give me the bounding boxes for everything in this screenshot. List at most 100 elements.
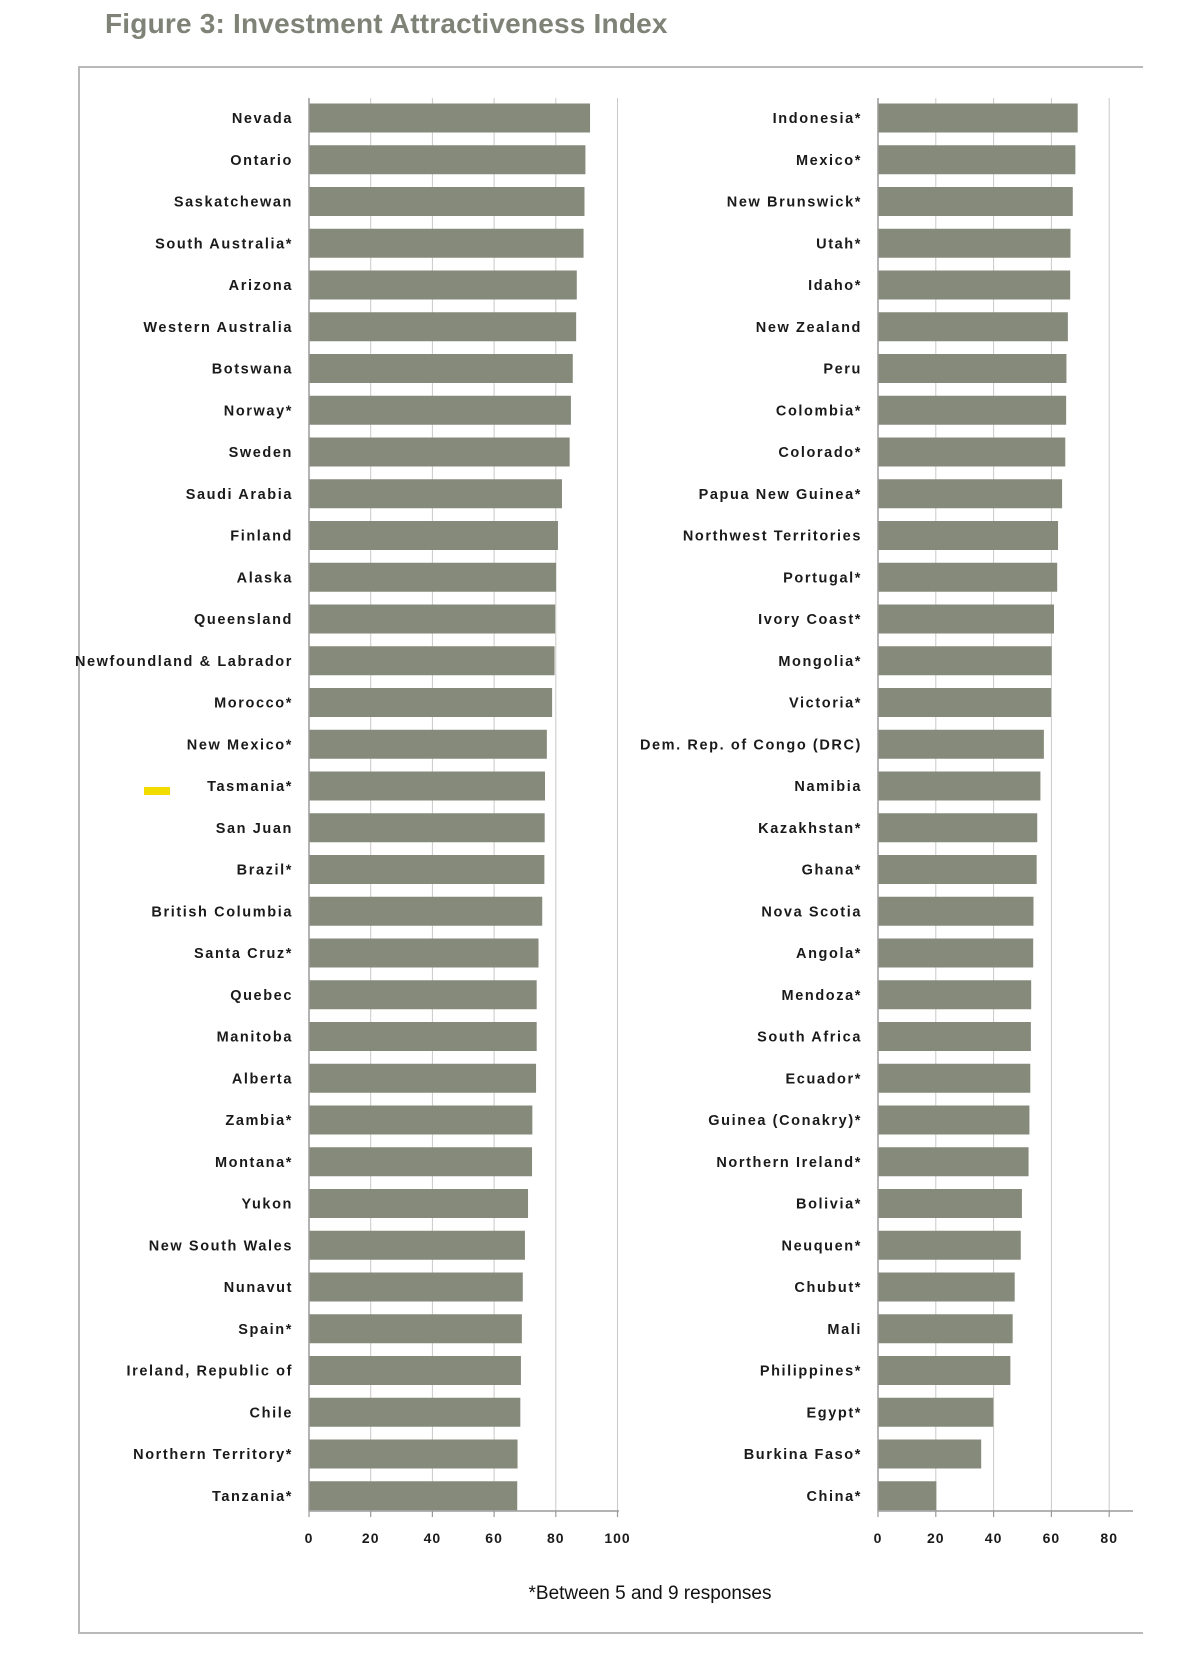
category-label: Nevada (232, 111, 293, 127)
bar (878, 1022, 1031, 1051)
category-label: San Juan (216, 821, 293, 837)
category-label: Colorado* (778, 445, 862, 461)
category-label: Mongolia* (778, 654, 862, 670)
bar (309, 1356, 521, 1385)
x-tick-label: 0 (874, 1530, 883, 1546)
category-label: Papua New Guinea* (699, 487, 862, 503)
figure-title: Figure 3: Investment Attractiveness Inde… (105, 8, 668, 39)
category-label: Burkina Faso* (744, 1447, 862, 1463)
bar (878, 270, 1071, 300)
x-tick-label: 20 (362, 1530, 380, 1546)
category-label: Finland (230, 529, 293, 545)
category-label: Neuquen* (782, 1238, 862, 1254)
category-label: Namibia (794, 779, 862, 795)
category-label: Northern Territory* (133, 1447, 293, 1463)
category-label: Nunavut (224, 1280, 293, 1296)
bar (878, 855, 1037, 884)
category-label: Quebec (230, 988, 293, 1004)
category-label: Northwest Territories (683, 529, 862, 545)
category-label: Ireland, Republic of (126, 1364, 293, 1380)
category-label: Ecuador* (786, 1071, 862, 1087)
bar (878, 1063, 1031, 1093)
category-label: Utah* (816, 236, 862, 252)
category-label: South Australia* (155, 236, 293, 252)
bar (309, 1230, 525, 1260)
category-label: Chubut* (794, 1280, 862, 1296)
category-label: Indonesia* (773, 111, 862, 127)
category-label: Dem. Rep. of Congo (DRC) (640, 737, 862, 753)
category-label: Manitoba (217, 1030, 293, 1046)
bar (878, 103, 1078, 133)
bar (878, 1230, 1021, 1260)
bar (878, 1189, 1022, 1218)
category-label: Spain* (238, 1322, 293, 1338)
highlight-marker (144, 787, 170, 795)
category-label: Mexico* (796, 153, 862, 169)
bar (878, 1105, 1030, 1135)
bar (878, 1481, 937, 1511)
x-tick-label: 20 (927, 1530, 945, 1546)
bar (309, 604, 556, 634)
category-label: Zambia* (225, 1113, 293, 1129)
bar (878, 521, 1059, 550)
bar (878, 1397, 994, 1427)
category-label: Colombia* (776, 403, 862, 419)
bar (878, 938, 1034, 968)
category-label: Ivory Coast* (758, 612, 862, 628)
bar (309, 855, 545, 884)
category-label: Tasmania* (207, 779, 293, 795)
bar (309, 1189, 529, 1218)
bar (309, 1439, 518, 1469)
bar (309, 521, 558, 550)
category-label: China* (806, 1489, 862, 1505)
category-label: Yukon (241, 1197, 293, 1213)
category-label: Guinea (Conakry)* (708, 1113, 862, 1129)
bar (309, 228, 584, 258)
category-label: Peru (823, 362, 862, 378)
bar (309, 1063, 537, 1093)
category-label: Alberta (232, 1071, 293, 1087)
bar (309, 395, 571, 425)
category-label: Philippines* (760, 1364, 862, 1380)
category-label: New Zealand (756, 320, 862, 336)
category-label: Morocco* (214, 696, 293, 712)
category-label: Northern Ireland* (716, 1155, 862, 1171)
category-label: New South Wales (149, 1238, 293, 1254)
category-label: Egypt* (806, 1405, 862, 1421)
bar (878, 437, 1066, 467)
bar (309, 103, 591, 133)
category-label: New Brunswick* (727, 195, 862, 211)
category-label: Alaska (237, 570, 293, 586)
bar (878, 395, 1067, 425)
category-label: Nova Scotia (761, 904, 862, 920)
category-label: Arizona (229, 278, 293, 294)
category-label: Chile (250, 1405, 293, 1421)
bar (309, 187, 585, 216)
category-label: Brazil* (237, 863, 293, 879)
bar (309, 813, 545, 843)
bar (878, 729, 1044, 759)
bar (309, 1397, 521, 1427)
bar (309, 980, 537, 1010)
x-tick-label: 100 (604, 1530, 630, 1546)
category-label: Victoria* (789, 696, 862, 712)
category-label: Portugal* (783, 570, 862, 586)
category-label: Idaho* (808, 278, 862, 294)
bar (309, 1147, 533, 1177)
bar (309, 437, 570, 467)
category-label: Ontario (230, 153, 293, 169)
x-tick-label: 60 (485, 1530, 503, 1546)
category-label: South Africa (757, 1030, 862, 1046)
x-tick-label: 40 (424, 1530, 442, 1546)
bar (309, 1272, 523, 1302)
bar (878, 312, 1068, 342)
category-label: Kazakhstan* (758, 821, 862, 837)
category-label: New Mexico* (187, 737, 293, 753)
bar (878, 1356, 1011, 1385)
bar (878, 604, 1055, 634)
category-label: Newfoundland & Labrador (75, 654, 293, 670)
bar (309, 646, 555, 676)
bar (309, 270, 577, 300)
category-label: Montana* (215, 1155, 293, 1171)
